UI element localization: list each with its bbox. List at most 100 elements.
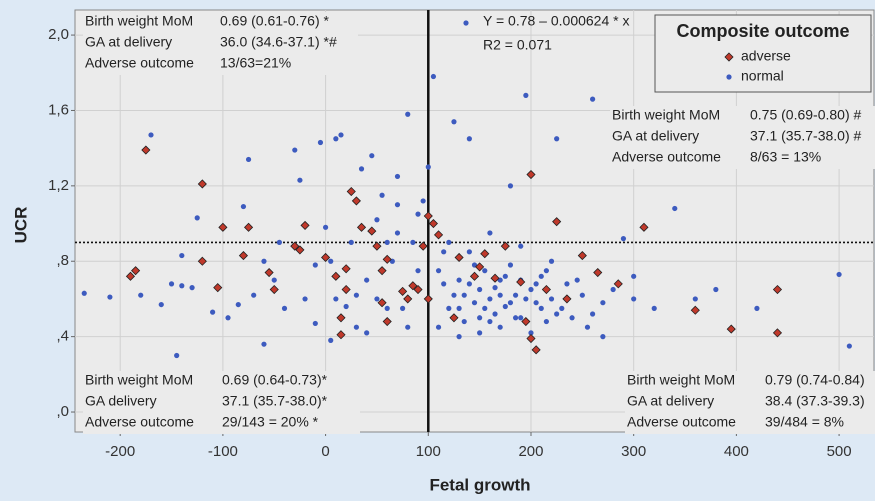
point-normal <box>610 286 616 293</box>
point-normal <box>528 330 534 336</box>
point-normal <box>405 111 411 117</box>
point-normal <box>245 156 252 163</box>
point-normal <box>394 230 401 236</box>
point-normal <box>333 296 339 302</box>
point-normal <box>425 164 431 170</box>
point-normal <box>497 324 503 330</box>
point-normal <box>369 153 375 159</box>
point-normal <box>225 315 231 321</box>
point-normal <box>461 292 467 298</box>
x-tick-label: -200 <box>105 443 135 460</box>
annotation-bg <box>610 106 875 127</box>
point-normal <box>379 192 385 198</box>
regression-equation: Y = 0.78 – 0.000624 * x <box>483 13 629 29</box>
point-normal <box>328 258 334 264</box>
regression-r2: R2 = 0.071 <box>483 37 552 53</box>
point-adverse <box>500 241 510 251</box>
annotation-label: Birth weight MoM <box>612 107 720 123</box>
legend-title: Composite outcome <box>676 21 849 41</box>
point-adverse <box>408 281 418 291</box>
regression-marker <box>463 20 469 26</box>
annotation-label: GA at delivery <box>612 128 699 144</box>
point-adverse <box>377 266 387 276</box>
point-normal <box>415 268 421 274</box>
point-normal <box>477 286 483 293</box>
point-adverse <box>449 313 459 323</box>
point-adverse <box>377 298 387 308</box>
point-adverse <box>593 267 603 278</box>
point-adverse <box>490 273 500 283</box>
legend-marker <box>726 74 732 80</box>
point-normal <box>353 324 359 330</box>
point-normal <box>189 285 195 291</box>
annotation-label: Adverse outcome <box>85 55 194 71</box>
point-normal <box>533 300 539 306</box>
point-normal <box>584 324 591 330</box>
point-normal <box>548 258 555 264</box>
point-normal <box>348 239 354 245</box>
point-normal <box>651 305 657 311</box>
legend-marker <box>724 52 734 62</box>
point-adverse <box>341 264 351 274</box>
point-normal <box>358 166 365 172</box>
point-adverse <box>690 305 700 315</box>
point-adverse <box>413 284 423 295</box>
point-normal <box>435 324 442 330</box>
point-normal <box>312 262 318 268</box>
annotation-value: 37.1 (35.7-38.0)* <box>222 393 328 409</box>
annotation-label: Adverse outcome <box>612 149 721 165</box>
point-adverse <box>336 330 346 340</box>
point-normal <box>456 277 462 283</box>
point-adverse <box>562 294 572 304</box>
point-normal <box>194 215 200 221</box>
point-normal <box>846 343 852 349</box>
point-normal <box>528 286 534 293</box>
legend-label: normal <box>741 68 784 84</box>
point-normal <box>487 318 493 325</box>
point-normal <box>430 73 437 80</box>
point-adverse <box>372 241 382 251</box>
point-adverse <box>772 284 783 295</box>
point-adverse <box>398 286 408 296</box>
point-normal <box>600 300 606 306</box>
point-normal <box>518 315 524 321</box>
point-adverse <box>772 328 783 338</box>
point-normal <box>261 258 267 264</box>
point-normal <box>333 136 339 142</box>
point-normal <box>518 243 524 249</box>
point-normal <box>168 281 175 287</box>
y-tick-label: 2,0 <box>48 26 69 43</box>
point-normal <box>564 281 570 287</box>
point-adverse <box>125 271 136 281</box>
point-normal <box>456 334 462 340</box>
point-normal <box>446 239 452 245</box>
point-normal <box>235 301 241 308</box>
annotation-value: 0.69 (0.64-0.73)* <box>222 372 328 388</box>
annotation-bg <box>83 33 358 54</box>
x-tick-label: 100 <box>416 443 441 460</box>
point-adverse <box>423 211 433 221</box>
point-normal <box>297 177 303 183</box>
point-normal <box>451 119 457 125</box>
annotation-value: 0.79 (0.74-0.84) <box>765 372 865 388</box>
point-adverse <box>613 279 623 289</box>
point-normal <box>672 205 678 212</box>
point-adverse <box>382 316 392 327</box>
point-adverse <box>331 271 341 281</box>
point-normal <box>559 305 565 311</box>
point-adverse <box>295 245 305 255</box>
annotation-label: Birth weight MoM <box>85 372 193 388</box>
point-normal <box>497 292 503 298</box>
point-adverse <box>516 277 526 287</box>
point-normal <box>441 281 447 287</box>
annotation-label: GA at delivery <box>85 34 172 50</box>
annotation-bg <box>83 54 358 75</box>
point-normal <box>374 217 380 223</box>
point-normal <box>364 330 370 336</box>
point-normal <box>538 273 544 279</box>
y-axis-title: UCR <box>11 207 30 244</box>
point-normal <box>507 262 514 268</box>
annotation-bg <box>83 413 360 434</box>
point-adverse <box>290 241 300 251</box>
